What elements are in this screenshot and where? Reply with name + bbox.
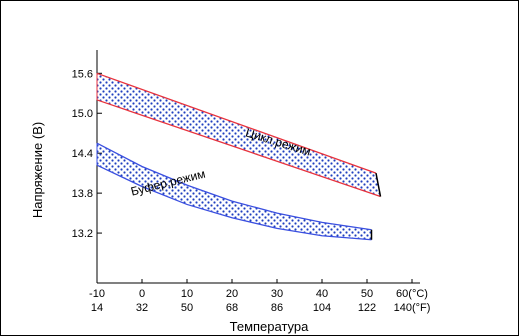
band-lower-line-cycle bbox=[96, 99, 381, 198]
y-tick-label: 15.6 bbox=[72, 68, 93, 80]
x-tick-label-fahrenheit: 86 bbox=[271, 302, 283, 314]
x-tick-label-fahrenheit: 14 bbox=[91, 302, 103, 314]
x-tick-label-fahrenheit: 32 bbox=[136, 302, 148, 314]
x-tick-label-celsius: 20 bbox=[226, 288, 238, 300]
band-lower-line-buffer bbox=[96, 164, 372, 241]
band-fill-cycle bbox=[97, 73, 381, 197]
y-tick-label: 14.4 bbox=[72, 148, 93, 160]
x-tick-label-fahrenheit: 68 bbox=[226, 302, 238, 314]
y-tick-label: 13.2 bbox=[72, 228, 93, 240]
x-tick-label-celsius: 10 bbox=[181, 288, 193, 300]
x-tick-label-celsius: 0 bbox=[139, 288, 145, 300]
x-tick-label-celsius: 50 bbox=[361, 288, 373, 300]
x-tick-label-celsius: 30 bbox=[271, 288, 283, 300]
x-tick-label-fahrenheit: 104 bbox=[313, 302, 331, 314]
band-upper-line-buffer bbox=[96, 142, 372, 231]
x-tick-label-fahrenheit: 140(°F) bbox=[394, 302, 431, 314]
x-tick-label-fahrenheit: 122 bbox=[358, 302, 376, 314]
x-tick-label-celsius: 60(°C) bbox=[396, 288, 428, 300]
x-tick-label-celsius: -10 bbox=[89, 288, 105, 300]
x-axis-label: Температура bbox=[230, 319, 310, 334]
band-end-edge bbox=[375, 173, 382, 197]
y-axis-label: Напряжение (В) bbox=[30, 122, 45, 218]
y-tick-label: 15.0 bbox=[72, 108, 93, 120]
band-upper-line-cycle bbox=[96, 72, 377, 174]
x-tick-label-fahrenheit: 50 bbox=[181, 302, 193, 314]
band-fill-buffer bbox=[97, 143, 372, 240]
x-tick-label-celsius: 40 bbox=[316, 288, 328, 300]
y-tick-label: 13.8 bbox=[72, 188, 93, 200]
